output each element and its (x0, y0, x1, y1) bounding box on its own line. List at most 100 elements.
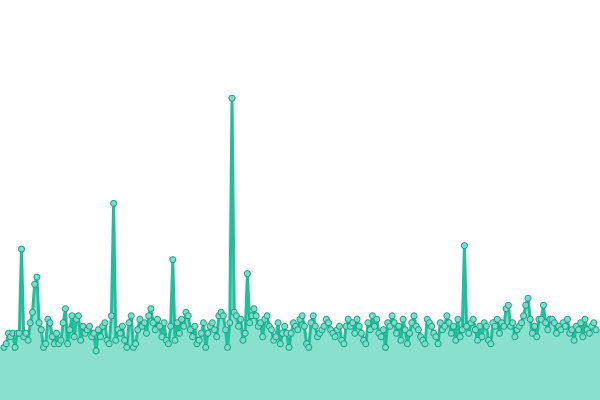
data-point (496, 329, 503, 337)
data-point (178, 315, 186, 323)
data-point (11, 343, 19, 351)
data-point (167, 322, 175, 330)
data-point (357, 329, 365, 337)
data-point (184, 312, 192, 320)
data-point (237, 315, 245, 323)
data-point (123, 343, 131, 351)
data-point (456, 333, 464, 341)
data-point (173, 319, 181, 327)
data-point (544, 326, 552, 334)
area-fill (0, 98, 600, 400)
data-point (57, 336, 65, 344)
data-point (66, 326, 74, 334)
data-point (263, 312, 271, 320)
data-point (53, 329, 61, 337)
data-point (64, 340, 72, 348)
data-point (377, 333, 385, 341)
data-point (373, 315, 381, 323)
data-point (235, 322, 243, 330)
data-point (186, 326, 194, 334)
data-point (61, 305, 69, 313)
data-point (410, 312, 418, 320)
data-point (160, 319, 168, 327)
data-point (101, 319, 109, 327)
data-point (241, 329, 249, 337)
data-point (557, 326, 565, 334)
data-point (79, 322, 87, 330)
data-point (158, 333, 166, 341)
data-point (110, 199, 118, 207)
data-point (24, 336, 32, 344)
data-point (189, 333, 197, 341)
data-point (351, 329, 359, 337)
data-point (29, 308, 36, 316)
data-point (445, 319, 453, 327)
data-point (443, 312, 451, 320)
data-point (18, 245, 25, 253)
data-point (393, 329, 400, 337)
data-point (476, 322, 484, 330)
data-point (219, 312, 227, 320)
data-point (336, 322, 343, 330)
data-point (364, 319, 372, 327)
data-point (371, 322, 378, 330)
data-point (37, 326, 45, 334)
data-point (344, 315, 352, 323)
data-point (428, 322, 436, 330)
data-point (164, 340, 172, 348)
data-point (325, 319, 332, 327)
data-point (421, 340, 429, 348)
data-point (90, 329, 98, 337)
data-point (550, 319, 558, 327)
data-point (465, 329, 473, 337)
data-point (463, 322, 471, 330)
data-point (191, 322, 199, 330)
data-point (403, 340, 411, 348)
data-point (197, 329, 205, 337)
data-point (349, 319, 357, 327)
data-point (268, 326, 275, 334)
data-point (320, 322, 328, 330)
data-point (154, 315, 161, 323)
data-point (195, 336, 203, 344)
data-point (232, 312, 240, 320)
data-point (222, 326, 229, 334)
data-point (542, 319, 550, 327)
data-point (432, 333, 440, 341)
data-point (121, 336, 129, 344)
data-point (452, 336, 460, 344)
data-point (553, 329, 560, 337)
data-point (388, 312, 396, 320)
data-point (518, 319, 525, 327)
data-point (539, 301, 547, 309)
data-point (125, 319, 133, 327)
data-point (447, 329, 455, 337)
data-point (395, 322, 403, 330)
data-point (298, 312, 306, 320)
data-point (116, 329, 124, 337)
data-point (531, 322, 539, 330)
data-point (175, 329, 183, 337)
data-point (504, 301, 512, 309)
data-point (136, 315, 144, 323)
data-point (491, 322, 499, 330)
data-point (509, 319, 517, 327)
data-point (590, 319, 598, 327)
data-point (127, 312, 135, 320)
data-point (208, 319, 216, 327)
data-point (575, 326, 582, 334)
data-point (406, 329, 414, 337)
data-point (441, 322, 449, 330)
data-point (474, 336, 482, 344)
data-point (15, 329, 23, 337)
data-point (533, 333, 541, 341)
data-point (281, 322, 289, 330)
marker-layer (0, 94, 600, 355)
data-point (250, 305, 258, 313)
data-point (272, 333, 280, 341)
data-point (331, 333, 339, 341)
data-point (585, 329, 593, 337)
data-point (478, 333, 486, 341)
area-series-layer (0, 98, 600, 400)
data-point (379, 326, 387, 334)
